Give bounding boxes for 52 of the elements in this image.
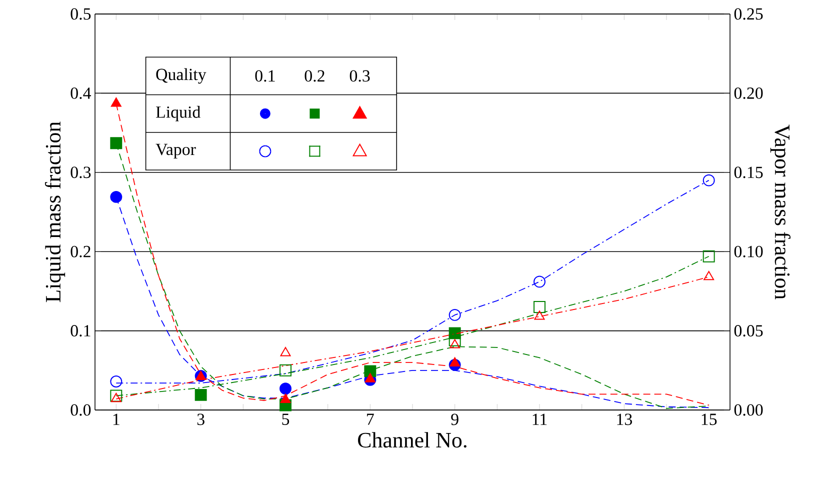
annotation: Vapor	[156, 144, 196, 159]
point	[110, 376, 122, 388]
point	[364, 365, 376, 378]
point	[110, 190, 122, 203]
y2-tick-label: 0.20	[734, 87, 763, 99]
point	[110, 390, 122, 402]
x-tick-label: 15	[702, 414, 717, 426]
point	[450, 357, 460, 367]
point	[448, 334, 461, 346]
point	[110, 392, 122, 402]
point	[534, 276, 546, 288]
point	[364, 373, 376, 382]
point	[280, 394, 291, 403]
point	[534, 301, 546, 314]
point	[448, 308, 461, 321]
y2-tick-label: 0.10	[734, 246, 763, 258]
y-tick-label: 0.0	[70, 404, 91, 416]
y2-tick-label: 0.15	[734, 166, 763, 178]
point	[280, 346, 291, 356]
y2-tick-label: 0.00	[734, 404, 763, 416]
point	[450, 339, 460, 348]
annotation: 0.2	[304, 70, 324, 82]
point	[194, 388, 207, 401]
point	[110, 98, 122, 107]
x-tick-label: 5	[282, 414, 290, 425]
y-tick-label: 0.1	[70, 325, 90, 337]
y-axis-title: Liquid mass fraction	[44, 122, 66, 302]
point	[280, 364, 292, 376]
x-tick-label: 9	[451, 414, 458, 426]
point	[702, 174, 715, 186]
x-axis-title: Channel No.	[358, 432, 466, 448]
y-tick-label: 0.3	[70, 166, 91, 178]
y-tick-label: 0.4	[70, 87, 92, 99]
point	[702, 250, 715, 262]
y2-tick-label: 0.25	[734, 8, 763, 20]
annotation: Liquid	[156, 106, 200, 122]
y2-tick-label: 0.05	[734, 325, 763, 337]
y-tick-label: 0.2	[70, 246, 90, 258]
point	[280, 382, 292, 395]
point	[110, 137, 122, 150]
y2-axis-title: Vapor mass fraction	[770, 124, 791, 300]
x-tick-label: 3	[197, 414, 204, 426]
x-tick-label: 1	[113, 414, 120, 425]
point	[534, 310, 545, 320]
x-tick-label: 11	[532, 414, 547, 425]
annotation: 0.3	[350, 70, 370, 82]
point	[704, 270, 714, 280]
annotation: Quality	[156, 68, 206, 84]
x-tick-label: 7	[367, 414, 374, 425]
x-tick-label: 13	[617, 414, 632, 426]
annotation: 0.1	[255, 70, 275, 82]
y-tick-label: 0.5	[70, 8, 91, 20]
